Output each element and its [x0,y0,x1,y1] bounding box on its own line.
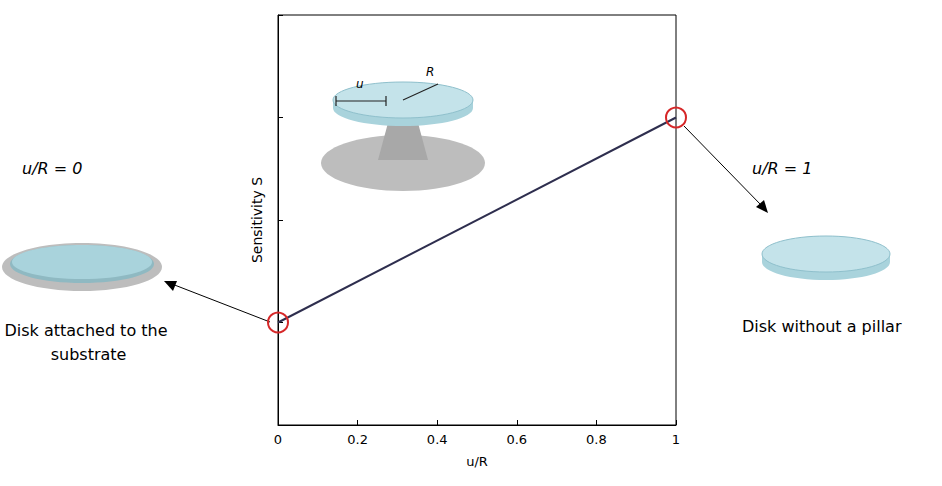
svg-text:u/R: u/R [466,454,488,469]
svg-text:u: u [356,77,364,91]
svg-text:0.6: 0.6 [506,432,527,447]
svg-text:R: R [426,65,434,79]
svg-text:0.2: 0.2 [347,432,368,447]
svg-text:substrate: substrate [46,345,127,364]
svg-text:0.4: 0.4 [427,432,448,447]
svg-text:Sensitivity S: Sensitivity S [249,177,265,263]
svg-text:1: 1 [672,432,680,447]
svg-text:0.8: 0.8 [586,432,607,447]
svg-text:Disk attached to the: Disk attached to the [4,321,167,340]
svg-text:Disk without a pillar: Disk without a pillar [742,317,902,336]
svg-text:u/R = 1: u/R = 1 [752,159,812,178]
svg-text:u/R = 0: u/R = 0 [22,159,82,178]
svg-text:0: 0 [274,432,282,447]
